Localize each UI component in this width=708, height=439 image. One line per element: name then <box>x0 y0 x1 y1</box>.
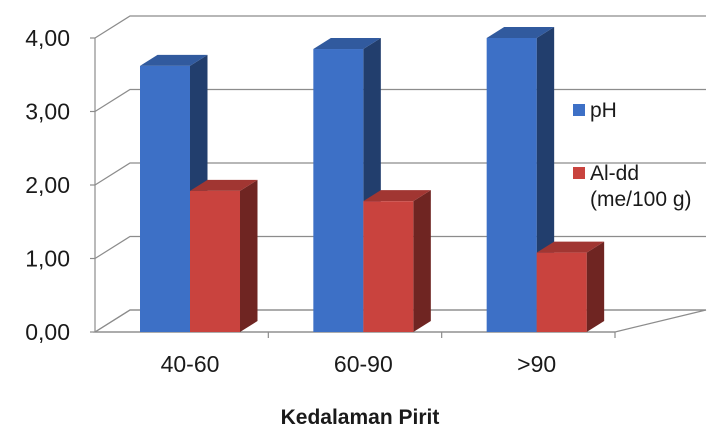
bar <box>536 241 605 332</box>
legend-swatch <box>573 167 585 179</box>
gridline <box>94 15 706 39</box>
x-axis-label: Kedalaman Pirit <box>281 406 440 429</box>
x-tick-label: 60-90 <box>334 351 393 377</box>
bar <box>313 38 381 333</box>
bar <box>363 190 431 332</box>
y-tick-label: 1,00 <box>25 246 70 272</box>
legend-label: pH <box>590 99 617 122</box>
x-tick-labels: 40-60 60-90 >90 <box>161 351 557 377</box>
x-tick-label: >90 <box>517 351 556 377</box>
bars <box>140 27 605 333</box>
y-tick-labels: 0,00 1,00 2,00 3,00 4,00 <box>25 25 70 345</box>
legend-label: Al-dd (me/100 g) <box>590 162 692 211</box>
legend-swatch <box>573 104 585 116</box>
y-tick-label: 0,00 <box>25 319 70 345</box>
y-tick-label: 3,00 <box>25 99 70 125</box>
legend: pH Al-dd (me/100 g) <box>573 99 692 211</box>
x-tick-label: 40-60 <box>161 351 220 377</box>
legend-item: Al-dd (me/100 g) <box>573 162 692 211</box>
y-tick-label: 2,00 <box>25 172 70 198</box>
y-tick-label: 4,00 <box>25 25 70 51</box>
bar <box>190 179 258 332</box>
legend-item: pH <box>573 99 617 122</box>
